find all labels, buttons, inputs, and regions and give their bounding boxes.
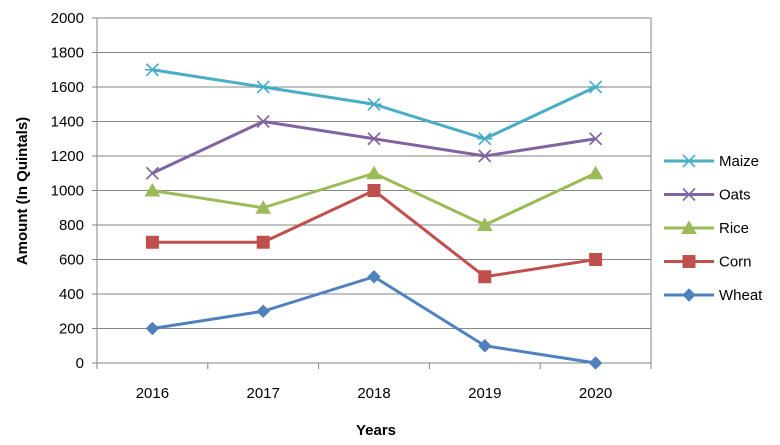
y-tick-label: 800: [59, 217, 84, 234]
rice-point-2016: [144, 183, 161, 197]
series-wheat: [145, 270, 603, 370]
x-axis-title: Years: [356, 422, 396, 439]
series-corn: [145, 184, 603, 284]
series-oats: [145, 114, 603, 180]
maize-point-2018: [366, 97, 382, 111]
corn-point-2019: [478, 270, 492, 284]
oats-point-2019: [478, 149, 492, 163]
series-maize: [144, 63, 604, 146]
y-tick-label: 400: [59, 286, 84, 303]
wheat-point-2017: [256, 304, 270, 318]
oats-point-2016: [145, 166, 159, 180]
legend-label-rice: Rice: [719, 220, 749, 237]
oats-point-2017: [256, 114, 270, 129]
legend-label-oats: Oats: [719, 187, 751, 204]
y-tick-label: 1000: [51, 183, 84, 200]
rice-point-2019: [476, 217, 493, 231]
y-tick-label: 1800: [51, 45, 84, 62]
x-tick-label-2020: 2020: [579, 385, 612, 402]
y-tick-label: 600: [59, 252, 84, 269]
corn-point-2017: [256, 235, 270, 249]
x-tick-labels: 2016 2017 2018 2019 2020: [136, 385, 613, 402]
wheat-point-2020: [588, 356, 603, 370]
wheat-point-2016: [145, 321, 160, 336]
legend-label-maize: Maize: [719, 153, 759, 170]
rice-point-2020: [587, 165, 604, 180]
y-tick-label: 200: [59, 321, 84, 338]
maize-point-2019: [477, 132, 493, 146]
legend-label-wheat: Wheat: [719, 287, 763, 304]
corn-point-2018: [367, 184, 381, 197]
wheat-point-2018: [367, 270, 381, 284]
y-axis-title: Amount (In Quintals): [14, 117, 31, 265]
wheat-point-2019: [478, 339, 492, 353]
x-tick-label-2016: 2016: [136, 385, 169, 402]
rice-point-2017: [255, 200, 272, 214]
y-tick-label: 1400: [51, 114, 84, 131]
rice-line: [152, 171, 597, 227]
rice-point-2018: [366, 165, 382, 180]
legend-marker-corn: [682, 255, 696, 268]
legend-marker-maize: [681, 154, 697, 168]
y-tick-label: 2000: [51, 10, 84, 27]
legend-item-rice: Rice: [664, 220, 749, 237]
oats-point-2020: [589, 132, 603, 146]
y-tick-label: 1600: [51, 79, 84, 96]
series-rice: [144, 165, 604, 231]
corn-point-2016: [145, 235, 159, 249]
maize-point-2016: [144, 63, 160, 77]
series-lines: [144, 63, 604, 370]
legend-item-oats: Oats: [664, 187, 751, 204]
x-tick-label-2019: 2019: [468, 385, 501, 402]
axes: [96, 18, 652, 369]
maize-point-2020: [588, 80, 604, 94]
legend: Maize Oats Rice Corn Wheat: [664, 153, 763, 304]
legend-item-corn: Corn: [664, 254, 752, 271]
corn-point-2020: [589, 253, 603, 266]
wheat-line: [152, 275, 596, 365]
y-tick-labels: 0 200 400 600 800 1000 1200 1400 1600 1800 2000: [51, 10, 84, 372]
legend-label-corn: Corn: [719, 254, 752, 271]
legend-item-maize: Maize: [664, 153, 759, 170]
legend-marker-oats: [682, 187, 696, 202]
y-tick-label: 1200: [51, 148, 84, 165]
maize-point-2017: [255, 80, 271, 94]
legend-marker-wheat: [682, 288, 696, 302]
oats-line: [151, 120, 596, 175]
x-tick-label-2017: 2017: [247, 385, 280, 402]
x-tick-label-2018: 2018: [357, 385, 390, 402]
oats-point-2018: [367, 132, 381, 146]
legend-marker-rice: [681, 220, 697, 234]
y-tick-label: 0: [76, 355, 84, 372]
legend-item-wheat: Wheat: [664, 287, 763, 304]
